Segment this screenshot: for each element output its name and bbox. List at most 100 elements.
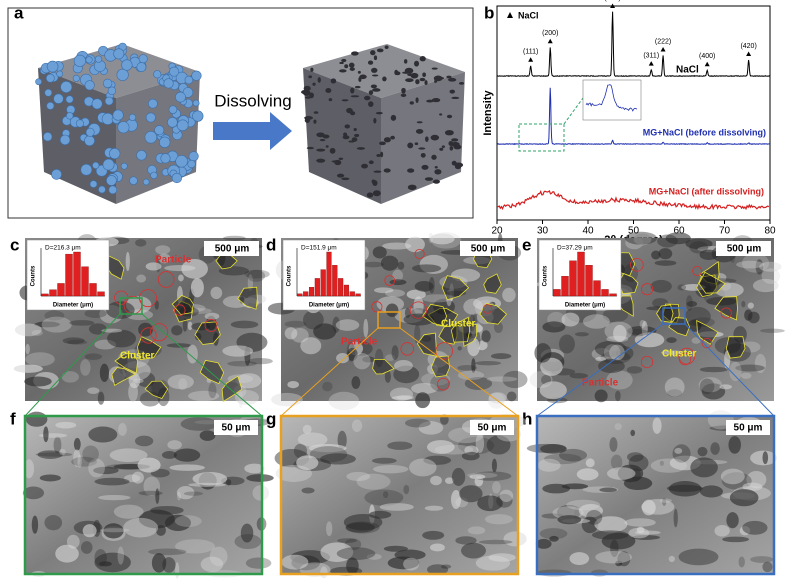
texture [639, 319, 646, 329]
texture [44, 310, 65, 321]
texture [128, 382, 138, 402]
texture [534, 343, 552, 363]
texture [761, 268, 781, 284]
texture [475, 555, 511, 571]
texture [628, 454, 649, 472]
sphere [116, 68, 129, 81]
panel-label: f [10, 409, 16, 428]
texture [84, 309, 107, 318]
pore [306, 146, 314, 150]
particle-outline [414, 248, 425, 260]
pore [432, 179, 440, 184]
texture [175, 539, 216, 554]
pore [331, 160, 341, 163]
texture [609, 344, 625, 361]
texture [626, 366, 643, 374]
texture [414, 324, 421, 344]
pore [425, 136, 429, 142]
texture [544, 453, 582, 465]
texture [190, 278, 204, 298]
texture [137, 457, 161, 473]
texture [88, 426, 118, 443]
sphere [91, 98, 103, 110]
texture [457, 370, 485, 381]
texture [158, 253, 171, 264]
texture [539, 528, 568, 540]
texture [473, 313, 478, 326]
texture [379, 503, 414, 511]
texture [37, 450, 63, 459]
texture [739, 526, 751, 536]
texture [404, 418, 431, 428]
pore [407, 142, 414, 149]
inset-pointer [563, 97, 584, 125]
hist-bar [561, 276, 569, 297]
pore [371, 179, 376, 184]
texture [429, 543, 445, 552]
sphere [153, 70, 162, 79]
hist-bar [577, 251, 585, 297]
texture [373, 465, 409, 474]
texture [651, 250, 661, 260]
hist-ylabel: Counts [31, 265, 37, 286]
pore [304, 116, 313, 120]
texture [113, 504, 144, 519]
texture [665, 232, 691, 245]
texture [385, 303, 399, 317]
sphere [94, 55, 103, 63]
texture [604, 321, 633, 341]
scale-box [214, 420, 258, 435]
pore [402, 71, 411, 74]
zoom-image [22, 411, 274, 579]
particle-outline [150, 323, 169, 342]
texture [167, 440, 182, 450]
y-axis-label: Intensity [482, 90, 494, 136]
sphere [169, 66, 180, 77]
texture [654, 260, 677, 266]
pore [338, 157, 344, 160]
sphere [192, 110, 204, 122]
texture [690, 457, 718, 478]
pore [330, 78, 337, 84]
texture [455, 536, 477, 545]
texture [755, 259, 764, 275]
texture [719, 384, 732, 390]
texture [668, 481, 702, 497]
pore [342, 135, 350, 140]
sphere [128, 113, 137, 121]
pore [344, 64, 349, 69]
texture [174, 515, 202, 527]
pore [439, 113, 443, 116]
particle-outline [640, 355, 654, 369]
texture [490, 353, 512, 360]
texture [125, 251, 130, 272]
particle-outline [371, 301, 383, 313]
texture [103, 523, 124, 539]
texture [188, 308, 212, 314]
texture [322, 381, 333, 392]
texture [362, 261, 384, 268]
texture [503, 531, 527, 547]
texture [94, 552, 131, 573]
texture [714, 525, 730, 537]
texture [735, 364, 765, 372]
texture [591, 530, 629, 540]
cluster-outline [698, 271, 726, 294]
texture [392, 269, 404, 282]
hist-bar [297, 293, 303, 297]
texture [722, 536, 749, 543]
pore [449, 89, 455, 94]
texture [499, 489, 514, 502]
texture [502, 287, 516, 303]
texture [741, 253, 770, 273]
texture [537, 458, 561, 472]
pore [316, 148, 326, 152]
pore [401, 87, 406, 94]
particle-outline [435, 342, 453, 360]
particle-label: Particle [341, 337, 378, 348]
peak-marker [528, 57, 534, 62]
texture [461, 451, 480, 461]
sphere [106, 175, 117, 186]
texture [445, 477, 454, 484]
pore [313, 111, 319, 114]
